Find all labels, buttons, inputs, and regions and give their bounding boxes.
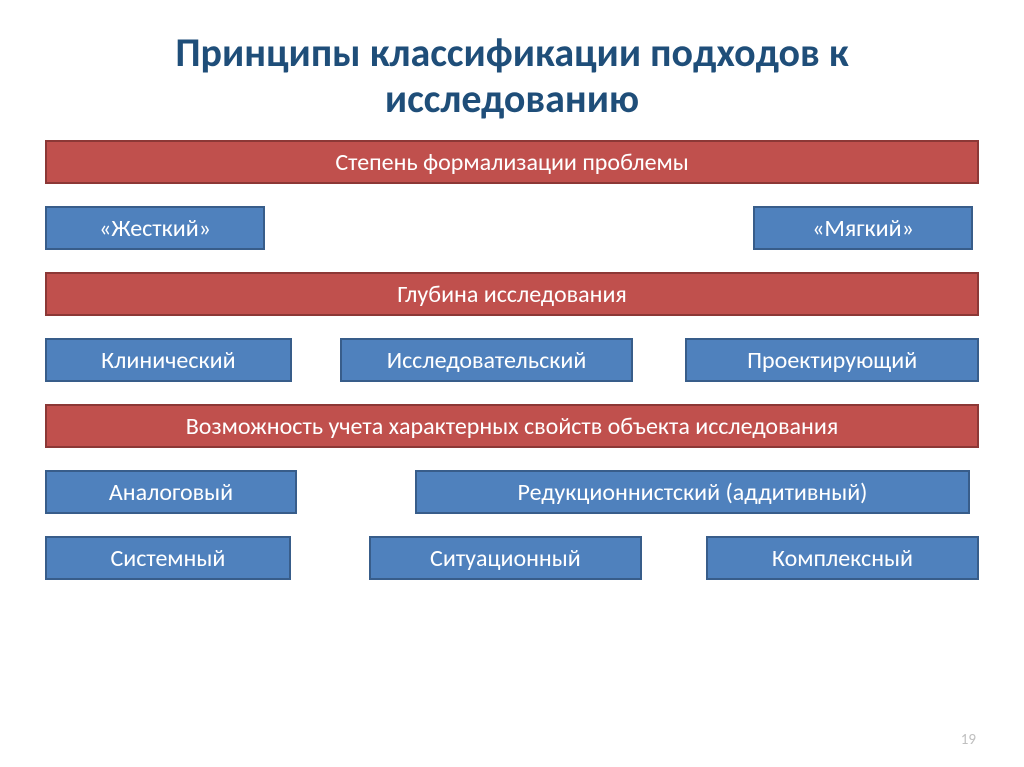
items-row-2: Клинический Исследовательский Проектирую… [45,338,979,382]
category-bar-3: Возможность учета характерных свойств об… [45,404,979,448]
item-analog: Аналоговый [45,470,297,514]
item-reduction: Редукционнистский (аддитивный) [415,470,970,514]
items-row-1: «Жесткий» «Мягкий» [45,206,979,250]
item-rigid: «Жесткий» [45,206,265,250]
page-number: 19 [961,731,976,749]
item-design: Проектирующий [685,338,979,382]
items-row-3b: Системный Ситуационный Комплексный [45,536,979,580]
item-situational: Ситуационный [369,536,642,580]
item-complex: Комплексный [706,536,979,580]
item-soft: «Мягкий» [753,206,973,250]
item-clinical: Клинический [45,338,292,382]
item-research: Исследовательский [340,338,634,382]
page-title: Принципы классификации подходов к исслед… [45,30,979,122]
items-row-3a: Аналоговый Редукционнистский (аддитивный… [45,470,979,514]
category-bar-2: Глубина исследования [45,272,979,316]
category-bar-1: Степень формализации проблемы [45,140,979,184]
item-systemic: Системный [45,536,291,580]
